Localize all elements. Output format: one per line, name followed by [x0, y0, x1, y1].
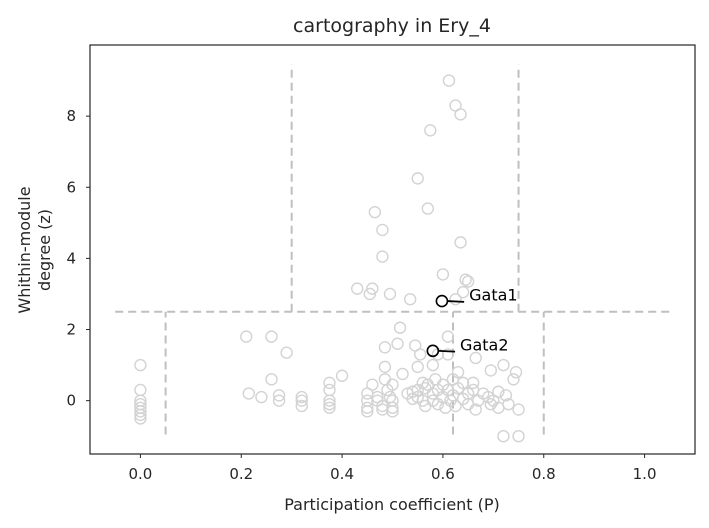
scatter-point — [421, 202, 434, 215]
data-points — [134, 74, 525, 443]
scatter-point — [323, 401, 336, 414]
scatter-point — [240, 330, 253, 343]
scatter-point — [391, 337, 404, 350]
scatter-point — [499, 389, 513, 402]
annotation-line-gata1 — [447, 300, 465, 303]
annotation-label-gata2: Gata2 — [460, 336, 508, 355]
scatter-point — [403, 293, 417, 306]
scatter-point — [502, 398, 515, 411]
y-tick-label: 2 — [66, 321, 76, 339]
scatter-point — [323, 376, 336, 390]
x-tick-label: 0.4 — [330, 465, 354, 483]
scatter-point — [449, 293, 462, 306]
annotation-label-gata1: Gata1 — [469, 286, 517, 305]
scatter-point — [393, 321, 407, 334]
scatter-point — [454, 108, 467, 121]
scatter-point — [386, 401, 399, 414]
x-axis-label: Participation coefficient (P) — [284, 495, 500, 514]
scatter-point — [134, 408, 147, 422]
scatter-point — [454, 236, 467, 249]
scatter-point — [512, 403, 525, 416]
scatter-point — [376, 250, 389, 263]
scatter-point — [351, 282, 364, 295]
scatter-point — [335, 369, 349, 382]
scatter-point — [512, 430, 525, 443]
scatter-point — [469, 351, 482, 365]
scatter-point — [461, 275, 475, 288]
scatter-point — [492, 385, 505, 398]
scatter-point — [426, 358, 440, 372]
scatter-point — [361, 405, 374, 418]
scatter-point — [466, 376, 480, 390]
scatter-point — [386, 378, 399, 391]
scatter-point — [456, 285, 470, 299]
scatter-point — [456, 376, 470, 390]
x-tick-label: 0.0 — [128, 465, 152, 483]
scatter-point — [411, 360, 424, 374]
scatter-point — [441, 330, 455, 343]
scatter-point — [272, 389, 286, 402]
scatter-point — [323, 394, 336, 407]
scatter-point — [484, 398, 498, 411]
scatter-point — [376, 223, 389, 237]
y-tick-label: 8 — [66, 107, 76, 125]
x-tick-label: 0.8 — [532, 465, 556, 483]
scatter-point — [442, 74, 456, 87]
y-axis-label-line-1: Whithin-module — [15, 186, 34, 313]
scatter-point — [134, 358, 147, 372]
scatter-point — [366, 282, 379, 295]
scatter-point — [378, 341, 392, 354]
scatter-point — [323, 398, 336, 411]
scatter-point — [441, 348, 455, 361]
chart-title: cartography in Ery_4 — [293, 15, 491, 37]
scatter-point — [378, 360, 392, 374]
scatter-point — [255, 390, 268, 404]
scatter-point — [497, 358, 510, 372]
scatter-point — [265, 373, 278, 386]
scatter-point — [509, 366, 523, 379]
scatter-point — [411, 172, 424, 185]
scatter-point — [134, 405, 147, 418]
scatter-point — [134, 412, 147, 425]
highlighted-points: Gata1 Gata2 — [426, 286, 518, 358]
x-axis: 0.0 0.2 0.4 0.6 0.8 1.0 — [128, 454, 657, 483]
scatter-point — [361, 401, 374, 414]
scatter-point — [484, 364, 498, 377]
y-tick-label: 6 — [66, 178, 76, 196]
plot-frame — [89, 44, 696, 455]
guide-lines — [115, 64, 670, 435]
scatter-point — [242, 387, 256, 400]
scatter-point — [386, 405, 399, 418]
scatter-point — [451, 366, 465, 379]
y-tick-label: 4 — [66, 249, 76, 267]
y-axis-label-line-2: degree (z) — [35, 209, 54, 291]
x-tick-label: 0.2 — [229, 465, 253, 483]
scatter-point — [497, 430, 510, 443]
scatter-point — [295, 390, 308, 404]
y-tick-label: 0 — [66, 392, 76, 410]
x-tick-label: 0.6 — [431, 465, 455, 483]
scatter-point — [507, 373, 520, 386]
scatter-point — [424, 124, 437, 137]
scatter-point — [295, 394, 308, 407]
scatter-point — [414, 348, 427, 361]
scatter-point — [295, 399, 308, 413]
scatter-point — [469, 403, 482, 416]
scatter-point — [265, 330, 278, 343]
y-axis-label: Whithin-module degree (z) — [15, 186, 54, 313]
scatter-point — [396, 367, 409, 381]
scatter-point — [459, 273, 472, 286]
annotation-line-gata2 — [438, 349, 456, 353]
scatter-point — [383, 287, 397, 301]
scatter-point — [436, 268, 450, 281]
scatter-point — [449, 399, 462, 413]
scatter-point — [272, 394, 286, 407]
scatter-point — [280, 346, 293, 359]
scatter-point — [366, 378, 379, 391]
x-tick-label: 1.0 — [633, 465, 657, 483]
y-axis: 0 2 4 6 8 — [66, 107, 90, 410]
scatter-point — [368, 205, 382, 219]
